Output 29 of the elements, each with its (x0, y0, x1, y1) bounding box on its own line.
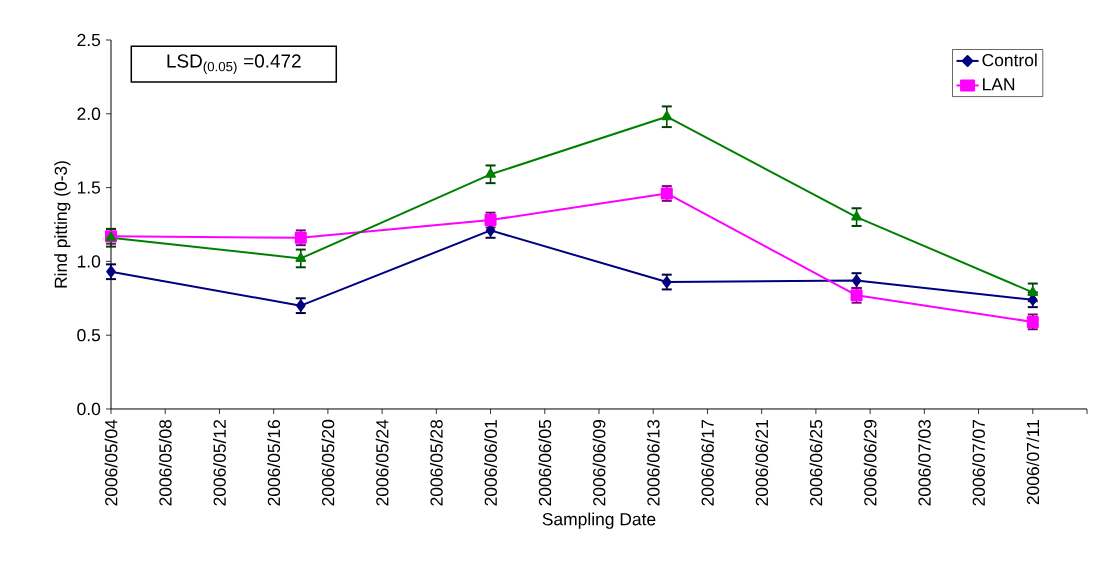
x-tick-label: 2006/05/12 (213, 420, 226, 506)
x-tick-label: 2006/05/04 (104, 419, 118, 506)
x-tick-label: 2006/06/13 (646, 419, 660, 506)
y-tick-label: 2.0 (77, 107, 101, 120)
annotation: LSD$_{(0.05)}$ =0.472 (167, 54, 301, 74)
x-tick-label: 2006/06/25 (809, 419, 823, 506)
y-tick-label: 0.0 (77, 402, 101, 416)
x-tick-label: 2006/06/29 (863, 420, 877, 506)
x-tick-label: 2006/05/28 (429, 419, 443, 506)
x-tick-label: 2006/06/01 (484, 420, 497, 506)
x-tick-label: 2006/07/11 (1026, 420, 1040, 505)
y-tick-label: 0.5 (77, 329, 101, 342)
x-tick-label: 2006/06/09 (592, 420, 606, 506)
x-tick-label: 2006/07/07 (972, 420, 985, 506)
x-tick-label: 2006/06/21 (755, 420, 769, 506)
y-tick-label: 1.0 (77, 255, 101, 268)
y-axis-title: Rind pitting (0-3) (54, 161, 71, 288)
legend-label: Control (982, 53, 1037, 67)
x-tick-label: 2006/05/20 (321, 419, 335, 506)
x-tick-label: 2006/06/17 (701, 420, 714, 506)
y-tick-label: 2.5 (77, 33, 101, 47)
x-tick-label: 2006/06/05 (538, 419, 552, 506)
x-axis-title: Sampling Date (542, 512, 656, 529)
x-tick-label: 2006/07/03 (917, 419, 931, 506)
y-tick-label: 1.5 (77, 181, 101, 194)
x-tick-label: 2006/05/08 (158, 419, 172, 506)
x-tick-label: 2006/05/24 (375, 419, 389, 506)
x-tick-label: 2006/05/16 (267, 419, 281, 506)
legend-label: LAN (983, 78, 1015, 91)
